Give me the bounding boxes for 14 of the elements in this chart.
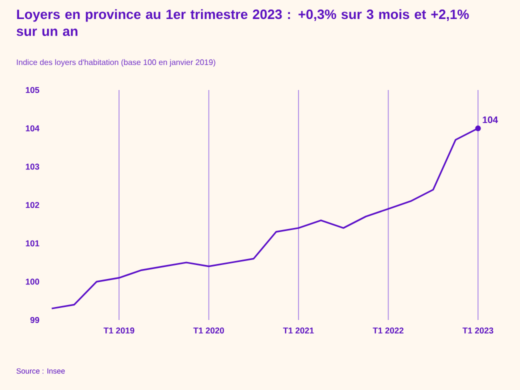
chart-title: Loyers en province au 1er trimestre 2023 : +0,3% sur 3 mois et +2,1% sur un an <box>16 9 469 36</box>
x-tick-label: T1 2021 <box>283 328 314 334</box>
y-tick-label: 103 <box>26 164 40 170</box>
y-tick-label: 101 <box>26 240 40 246</box>
annotation: 104 <box>482 116 498 124</box>
y-tick-label: 102 <box>26 202 40 208</box>
x-tick-label: T1 2019 <box>104 328 134 334</box>
x-tick-label: T1 2022 <box>372 328 404 334</box>
y-tick-label: 100 <box>26 278 40 285</box>
y-tick-label: 99 <box>30 317 40 323</box>
y-tick-label: 104 <box>26 125 40 132</box>
x-tick-label: T1 2023 <box>462 328 494 334</box>
x-tick-label: T1 2020 <box>193 328 224 334</box>
y-tick-label: 105 <box>26 87 40 93</box>
